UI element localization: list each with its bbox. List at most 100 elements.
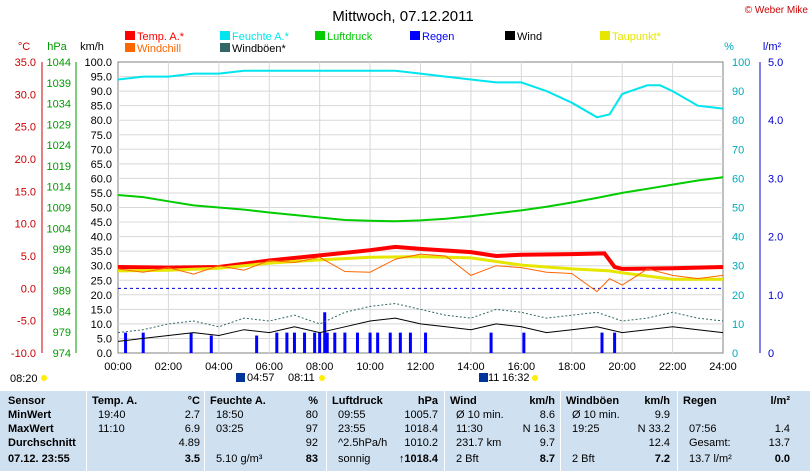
current-value: 8.7: [539, 453, 555, 465]
legend-swatch: [125, 31, 135, 40]
tick-kmh: 50.0: [91, 203, 112, 215]
tick-kmh: 35.0: [91, 246, 112, 258]
current-value: 0.0: [774, 453, 790, 465]
col-head: Regen: [683, 395, 717, 407]
tick-pct: 70: [732, 144, 744, 156]
moonset-label: 08:11: [288, 372, 315, 384]
noon-label: 11: [488, 372, 499, 384]
tick-c: -5.0: [17, 316, 36, 328]
unit-pct-label: %: [724, 41, 734, 53]
rain-bar: [355, 332, 359, 353]
series-line: [117, 176, 724, 223]
tick-time: 00:00: [104, 361, 132, 373]
tick-kmh: 45.0: [91, 217, 112, 229]
tick-time: 12:00: [407, 361, 435, 373]
sunrise-label: 08:20: [10, 373, 38, 385]
col-head: Luftdruck: [332, 395, 383, 407]
tick-hpa: 1034: [47, 99, 71, 111]
column-separator: [204, 391, 205, 471]
col-unit: %: [308, 395, 318, 407]
gust-bft: 2 Bft: [572, 453, 595, 465]
tick-kmh: 75.0: [91, 130, 112, 142]
legend-label: Temp. A.*: [137, 31, 185, 43]
col-unit: km/h: [529, 395, 555, 407]
rain-bar: [388, 332, 392, 353]
row-label: MaxWert: [8, 423, 54, 435]
tick-c: 5.0: [21, 251, 36, 263]
max-time: 11:10: [98, 423, 125, 435]
tick-c: 20.0: [15, 154, 36, 166]
min-value: 1005.7: [404, 409, 438, 421]
max-time: 19:25: [572, 423, 600, 435]
axes: °C hPa km/h% l/m² 35.0 30.0 25.0 20.0 15.0 10.0 5.…: [11, 41, 783, 373]
rain-bar: [318, 332, 322, 353]
legend-swatch: [220, 31, 230, 40]
tick-time: 22:00: [659, 361, 687, 373]
row-label: MinWert: [8, 409, 52, 421]
series-line: [117, 69, 724, 119]
rain-bar: [408, 332, 412, 353]
series-line: [117, 317, 724, 342]
rain-total: 13.7: [768, 437, 790, 449]
unit-kmh-label: km/h: [80, 41, 104, 53]
tick-kmh: 15.0: [91, 304, 112, 316]
tick-c: 10.0: [15, 219, 36, 231]
tick-c: 25.0: [15, 122, 36, 134]
tick-hpa: 1014: [47, 182, 71, 194]
sun-icon: [41, 375, 47, 381]
sun-icon: [532, 375, 538, 381]
rain-bar: [303, 332, 307, 353]
tick-pct: 100: [732, 57, 750, 69]
rain-bar: [398, 332, 402, 353]
tick-kmh: 95.0: [91, 72, 112, 84]
tick-time: 16:00: [508, 361, 536, 373]
legend-swatch: [600, 31, 610, 40]
tick-hpa: 1024: [47, 140, 71, 152]
tick-time: 02:00: [155, 361, 183, 373]
tick-kmh: 65.0: [91, 159, 112, 171]
data-marks: [117, 69, 724, 353]
col-head: Wind: [450, 395, 477, 407]
tick-hpa: 979: [53, 327, 71, 339]
tick-kmh: 90.0: [91, 86, 112, 98]
rain-total-2: 13.7 l/m²: [689, 453, 732, 465]
min-value: 8.6: [539, 409, 555, 421]
tick-pct: 50: [732, 203, 744, 215]
tick-kmh: 85.0: [91, 101, 112, 113]
row-label: Sensor: [8, 395, 46, 407]
tick-kmh: 25.0: [91, 275, 112, 287]
avg-value: 9.7: [539, 437, 555, 449]
column-separator: [560, 391, 561, 471]
max-time: 07:56: [689, 423, 717, 435]
tick-pct: 40: [732, 232, 744, 244]
max-value: 6.9: [184, 423, 200, 435]
tick-hpa: 984: [53, 306, 71, 318]
column-separator: [326, 391, 327, 471]
col-head: Windböen: [566, 395, 620, 407]
rain-bar: [323, 312, 327, 353]
tick-rain: 4.0: [768, 115, 783, 127]
max-value: N 16.3: [522, 423, 555, 435]
tick-pct: 80: [732, 115, 744, 127]
max-value: 1018.4: [404, 423, 438, 435]
rain-bar: [376, 332, 380, 353]
rain-bar: [313, 332, 317, 353]
col-head: Temp. A.: [92, 395, 138, 407]
rain-bar: [209, 335, 213, 353]
unit-c-label: °C: [18, 41, 30, 53]
legend-label: Wind: [517, 31, 542, 43]
rain-bar: [325, 332, 329, 353]
tick-hpa: 974: [53, 348, 71, 360]
rain-bar: [600, 332, 604, 353]
tick-time: 20:00: [608, 361, 636, 373]
legend-swatch: [410, 31, 420, 40]
tick-pct: 30: [732, 261, 744, 273]
wind-distance: 231.7 km: [456, 437, 502, 449]
series-line: [117, 253, 724, 293]
column-separator: [677, 391, 678, 471]
rain-bar: [275, 332, 279, 353]
max-value: 1.4: [774, 423, 790, 435]
tick-c: 30.0: [15, 89, 36, 101]
tick-kmh: 10.0: [91, 319, 112, 331]
min-value: 2.7: [184, 409, 200, 421]
